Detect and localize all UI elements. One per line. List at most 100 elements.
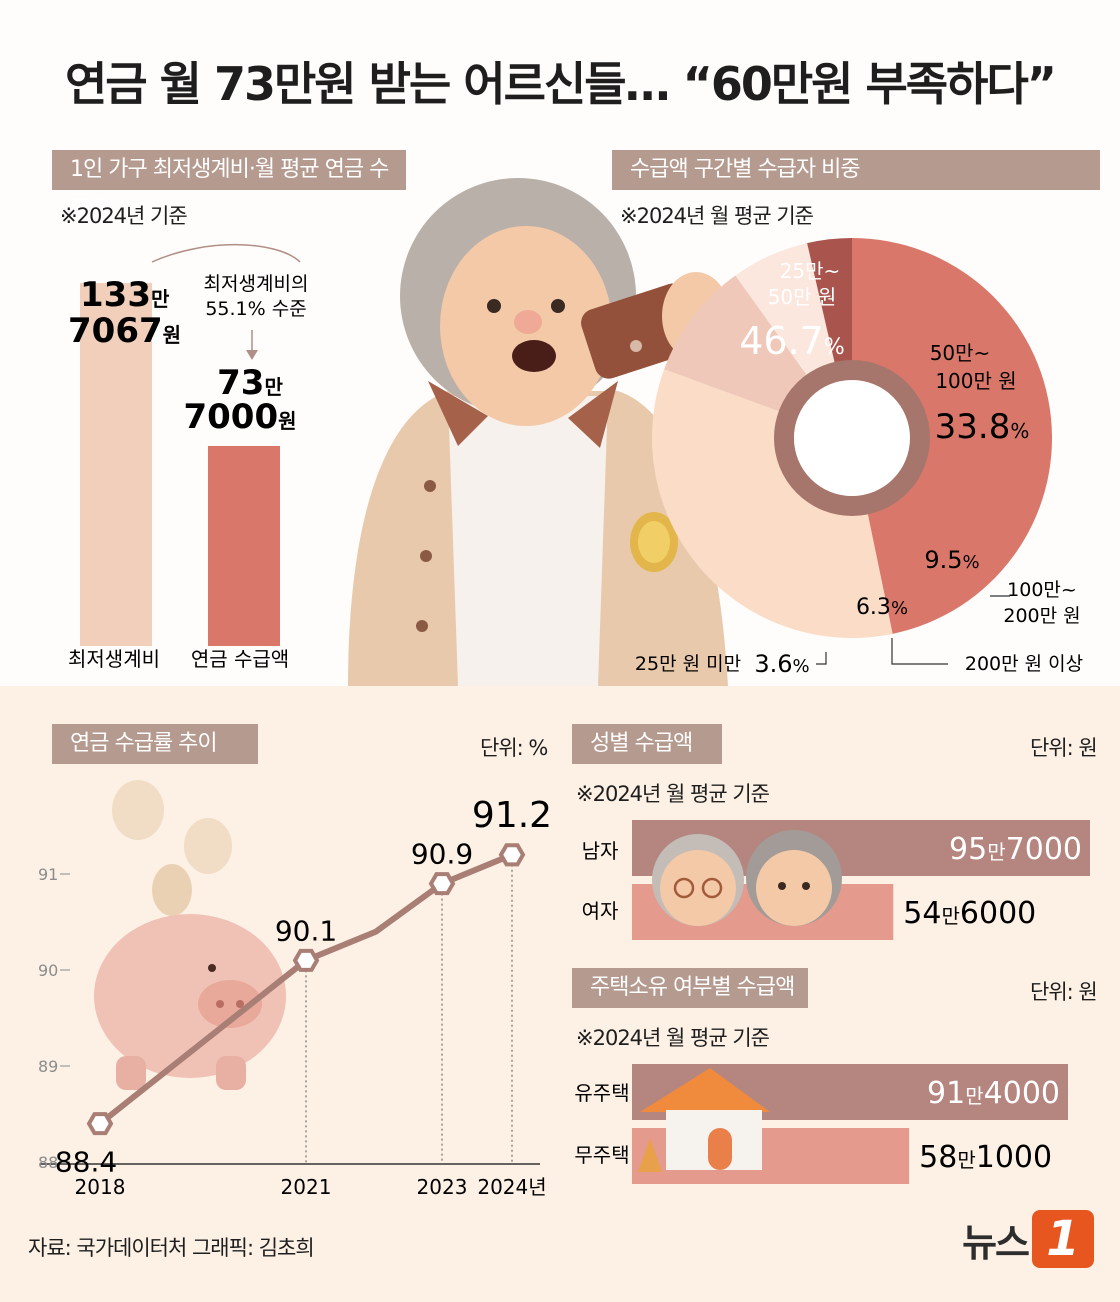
tree	[638, 1138, 662, 1172]
value-label-non-owner: 58만1000	[919, 1140, 1052, 1175]
trend-line	[98, 852, 514, 1126]
pie-inner-ring	[774, 360, 930, 516]
slice-value-25-50: 46.7%	[739, 319, 845, 363]
logo-text: 뉴스	[962, 1220, 1030, 1265]
value-label-pension: 73만	[217, 363, 283, 403]
x-tick-label: 2023	[417, 1175, 468, 1199]
data-point	[292, 948, 320, 972]
bar-pension	[208, 445, 280, 646]
news1-logo: 뉴스 1	[962, 1210, 1094, 1268]
category-male: 남자	[582, 839, 619, 863]
x-tick-label: 2024년	[477, 1175, 546, 1199]
value-label-living-cost: 133만	[80, 275, 170, 315]
category-label-pension: 연금 수급액	[191, 647, 289, 671]
living-cost-chart: 최저생계비의 55.1% 수준 133만 7067원 73만 7000원 최저생…	[68, 243, 309, 671]
piggy-nostril-right	[236, 1000, 244, 1008]
piggy-snout	[198, 980, 262, 1028]
gender-header: 성별 수급액	[572, 724, 722, 764]
slice-label-50-100: 50만~	[930, 341, 991, 365]
coin-2-face	[638, 521, 670, 563]
leader-under-25	[816, 652, 827, 665]
point-label: 90.9	[411, 838, 473, 871]
distribution-pie-chart: 25만~ 50만 원 46.7% 50만~ 100만 원 33.8% 9.5% …	[635, 238, 1083, 678]
trend-line-chart: 91 90 89 88 2018 2021 2023 2024년 88.4 90.1 90.991…	[38, 780, 552, 1199]
grandma-eye-left	[778, 882, 786, 890]
piggy-bank-illustration	[94, 780, 286, 1090]
trend-unit: 단위: %	[480, 736, 548, 760]
coin-falling-2	[184, 818, 232, 874]
grandma-face	[756, 850, 832, 926]
bar-living-cost	[80, 283, 152, 646]
grandma-eye-right	[802, 882, 810, 890]
glasses-left	[673, 877, 695, 899]
gender-unit: 단위: 원	[1030, 736, 1098, 760]
arrow-head	[246, 350, 258, 360]
slice-label-under-25: 25만 원 미만	[635, 653, 741, 675]
slice-value-50-100: 33.8%	[935, 407, 1030, 447]
value-label-female: 54만6000	[903, 896, 1036, 931]
data-point	[498, 843, 526, 867]
x-tick-label: 2021	[281, 1175, 332, 1199]
piggy-eye	[208, 964, 216, 972]
elderly-couple-illustration	[652, 830, 842, 926]
wallet-clasp	[630, 340, 642, 352]
housing-note: ※2024년 월 평균 기준	[576, 1026, 770, 1050]
annotation-arrow	[151, 243, 301, 263]
data-point	[86, 1112, 114, 1136]
y-tick-label: 91	[38, 865, 58, 884]
button-3	[416, 620, 428, 632]
annotation-line2: 55.1% 수준	[205, 298, 306, 320]
distribution-header: 수급액 구간별 수급자 비중	[612, 150, 1100, 190]
piggy-body	[94, 914, 286, 1078]
shirt	[448, 396, 608, 686]
category-female: 여자	[582, 899, 619, 923]
piggy-leg-2	[216, 1056, 246, 1090]
slice-value-100-200: 9.5%	[924, 546, 979, 574]
category-label-living-cost: 최저생계비	[68, 647, 160, 671]
slice-25-50	[852, 238, 1053, 634]
value-label-male: 95만7000	[949, 832, 1082, 867]
living-cost-note: ※2024년 기준	[60, 204, 188, 228]
piggy-leg-1	[116, 1056, 146, 1090]
source-credit: 자료: 국가데이터처 그래픽: 김초희	[28, 1236, 315, 1260]
eye-left	[487, 299, 501, 313]
x-tick-label: 2018	[75, 1175, 126, 1199]
category-owner: 유주택	[574, 1081, 629, 1105]
slice-label-100-200: 100만~	[1007, 579, 1077, 601]
gender-bar-chart: 남자 여자 95만7000 54만6000	[582, 820, 1090, 940]
living-cost-header: 1인 가구 최저생계비·월 평균 연금 수급액	[52, 150, 406, 222]
button-1	[424, 480, 436, 492]
point-label: 88.4	[55, 1146, 117, 1179]
slice-label-25-50: 25만~	[780, 259, 841, 283]
collar-right	[568, 381, 618, 448]
slice-value-200-plus: 6.3%	[856, 595, 908, 620]
slice-label-50-100-2: 100만 원	[935, 369, 1016, 393]
value-label-owner: 91만4000	[927, 1076, 1060, 1111]
y-tick-label: 90	[38, 961, 58, 980]
slice-label-200-plus: 200만 원 이상	[965, 653, 1083, 675]
coin-slot	[152, 864, 192, 916]
value-label-pension-2: 7000원	[183, 397, 296, 437]
housing-unit: 단위: 원	[1030, 980, 1098, 1004]
gender-note: ※2024년 월 평균 기준	[576, 782, 770, 806]
y-tick-label: 89	[38, 1057, 58, 1076]
point-label: 90.1	[275, 914, 337, 947]
eye-right	[551, 299, 565, 313]
page-title: 연금 월 73만원 받는 어르신들… “60만원 부족하다”	[64, 57, 1057, 111]
button-2	[420, 550, 432, 562]
glasses-right	[701, 877, 723, 899]
house-door	[708, 1128, 732, 1170]
slice-value-under-25: 3.6%	[754, 650, 809, 678]
category-non-owner: 무주택	[574, 1143, 629, 1167]
slice-label-100-200-2: 200만 원	[1003, 605, 1080, 627]
house-illustration	[638, 1068, 770, 1172]
grandpa-face	[660, 850, 736, 926]
annotation-line1: 최저생계비의	[204, 273, 309, 295]
trend-header: 연금 수급률 추이	[52, 724, 258, 764]
value-label-living-cost-2: 7067원	[68, 311, 181, 351]
mouth	[512, 340, 556, 372]
y-tick-label: 88	[38, 1153, 58, 1172]
coin-falling-1	[112, 780, 164, 840]
house-roof	[640, 1068, 770, 1112]
